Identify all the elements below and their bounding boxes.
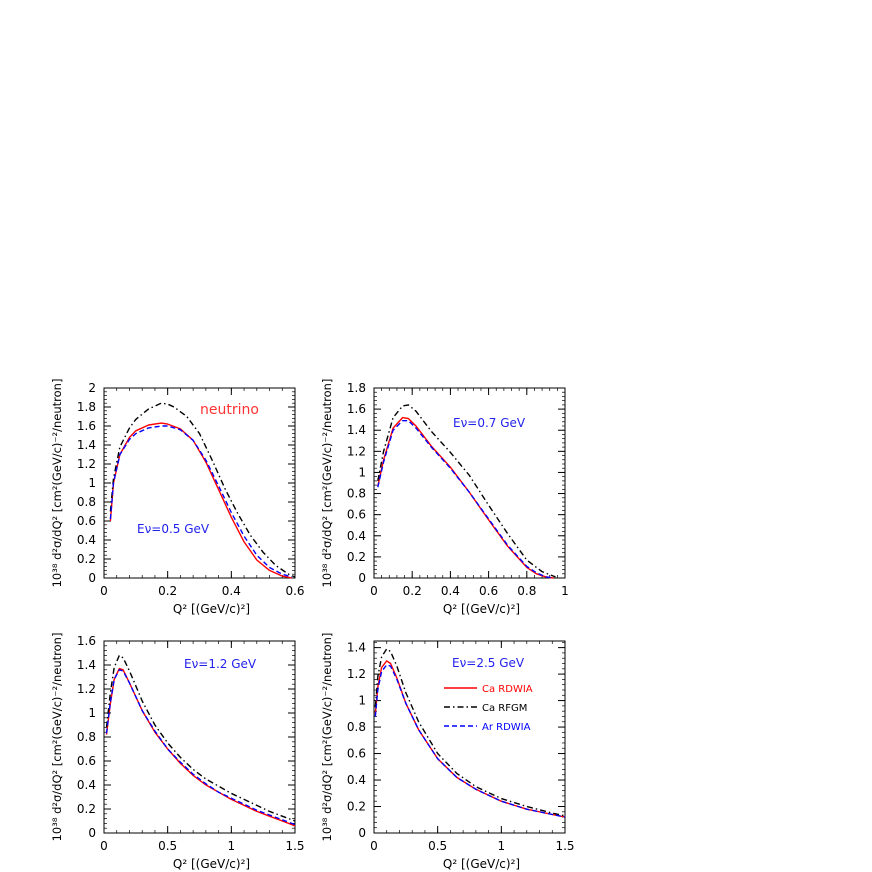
y-tick-label: 1.4: [77, 658, 96, 672]
y-tick-label: 0: [358, 571, 366, 585]
series-line-ar-rdwia: [109, 425, 292, 578]
x-tick-label: 1: [498, 839, 506, 853]
y-tick-label: 0: [358, 826, 366, 840]
series-line-ar-rdwia: [105, 669, 296, 826]
y-tick-label: 0: [88, 571, 96, 585]
y-tick-label: 1.6: [77, 634, 96, 648]
legend-label: Ca RFGM: [482, 703, 527, 714]
y-tick-label: 0.2: [77, 552, 96, 566]
y-tick-label: 0.4: [77, 533, 96, 547]
x-tick-label: 0: [100, 584, 108, 598]
x-tick-label: 1.5: [285, 839, 304, 853]
y-tick-label: 0.6: [77, 514, 96, 528]
x-axis-label: Q² [(GeV/c)²]: [443, 857, 520, 871]
panel-annotation: Eν=0.5 GeV: [137, 522, 210, 536]
series-line-ar-rdwia: [377, 420, 554, 579]
y-tick-label: 1: [88, 706, 96, 720]
y-axis-label: 10³⁸ d²σ/dQ² [cm²(GeV/c)⁻²/neutron]: [320, 633, 334, 842]
y-tick-label: 1.2: [77, 457, 96, 471]
x-tick-label: 0.6: [479, 584, 498, 598]
legend-label: Ar RDWIA: [482, 722, 531, 733]
y-tick-label: 0.8: [347, 487, 366, 501]
series-line-ca-rdwia: [105, 667, 296, 827]
x-tick-label: 0.5: [428, 839, 447, 853]
y-tick-label: 1.4: [347, 641, 366, 655]
x-axis-label: Q² [(GeV/c)²]: [173, 857, 250, 871]
y-tick-label: 0.6: [77, 754, 96, 768]
y-tick-label: 0: [88, 826, 96, 840]
y-tick-label: 0.6: [347, 747, 366, 761]
legend-label: Ca RDWIA: [482, 684, 533, 695]
x-tick-label: 0.4: [441, 584, 460, 598]
y-tick-label: 1: [358, 465, 366, 479]
y-tick-label: 1.2: [77, 682, 96, 696]
series-line-ca-rfgm: [374, 648, 566, 817]
chart-panel-4: 0 0.2 0.4 0.6 0.8 1 1.2 1.4 0 0.5 1 1.5 Q² [(GeV/c)²…: [320, 633, 575, 871]
panel-annotation: Eν=2.5 GeV: [452, 656, 525, 670]
panel-annotation: Eν=0.7 GeV: [453, 416, 526, 430]
legend: Ca RDWIA Ca RFGM Ar RDWIA: [444, 684, 533, 733]
y-tick-label: 0.2: [77, 802, 96, 816]
y-tick-label: 0.8: [77, 495, 96, 509]
chart-panel-3: 0 0.2 0.4 0.6 0.8 1 1.2 1.4 1.6 0 0.5 1 1.5 Q² [(GeV/…: [50, 633, 305, 871]
x-tick-label: 0.8: [517, 584, 536, 598]
x-axis-label: Q² [(GeV/c)²]: [173, 602, 250, 616]
x-axis-label: Q² [(GeV/c)²]: [443, 602, 520, 616]
y-tick-label: 1.2: [347, 667, 366, 681]
y-tick-label: 0.4: [347, 529, 366, 543]
series-line-ar-rdwia: [374, 664, 566, 818]
y-tick-label: 1.8: [77, 400, 96, 414]
plot-frame: [373, 387, 566, 579]
y-tick-label: 0.6: [347, 508, 366, 522]
y-tick-label: 1.6: [347, 402, 366, 416]
series-line-ca-rdwia: [377, 416, 554, 579]
y-tick-label: 1: [358, 694, 366, 708]
x-tick-label: 0: [370, 839, 378, 853]
y-axis-label: 10³⁸ d²σ/dQ² [cm²(GeV/c)⁻²/neutron]: [50, 633, 64, 842]
y-tick-label: 1.4: [347, 423, 366, 437]
panel-annotation: neutrino: [200, 402, 259, 418]
y-tick-label: 0.2: [347, 550, 366, 564]
x-tick-label: 1: [228, 839, 236, 853]
y-tick-label: 0.4: [77, 778, 96, 792]
plot-frame: [373, 640, 566, 834]
y-axis-label: 10³⁸ d²σ/dQ² [cm²(GeV/c)⁻²/neutron]: [50, 379, 64, 588]
y-tick-label: 0.8: [77, 730, 96, 744]
y-tick-label: 1: [88, 476, 96, 490]
y-tick-label: 1.2: [347, 444, 366, 458]
y-tick-label: 1.8: [347, 381, 366, 395]
x-tick-label: 0.2: [158, 584, 177, 598]
x-tick-label: 0.6: [285, 584, 304, 598]
x-tick-label: 0: [370, 584, 378, 598]
x-tick-label: 1: [561, 584, 569, 598]
series-line-ca-rfgm: [377, 404, 556, 578]
y-tick-label: 0.2: [347, 800, 366, 814]
y-tick-label: 0.4: [347, 773, 366, 787]
series-line-ca-rfgm: [105, 654, 296, 822]
y-tick-label: 2: [88, 381, 96, 395]
series-line-ca-rfgm: [109, 402, 296, 578]
y-tick-label: 1.4: [77, 438, 96, 452]
y-tick-label: 1.6: [77, 419, 96, 433]
y-axis-label: 10³⁸ d²σ/dQ² [cm²(GeV/c)⁻²/neutron]: [320, 379, 334, 588]
x-tick-label: 0.4: [222, 584, 241, 598]
x-tick-label: 0.5: [158, 839, 177, 853]
x-tick-label: 0.2: [403, 584, 422, 598]
chart-panel-1: 0 0.2 0.4 0.6 0.8 1 1.2 1.4 1.6 1.8 2 0 0.2 0.4 0.6 Q² …: [50, 379, 305, 616]
chart-panel-2: 0 0.2 0.4 0.6 0.8 1 1.2 1.4 1.6 1.8 0 0.2 0.4 0.6 0.8 1…: [320, 379, 569, 616]
y-tick-label: 0.8: [347, 720, 366, 734]
x-tick-label: 0: [100, 839, 108, 853]
panel-annotation: Eν=1.2 GeV: [184, 657, 257, 671]
x-tick-label: 1.5: [555, 839, 574, 853]
series-line-ca-rdwia: [374, 660, 566, 818]
